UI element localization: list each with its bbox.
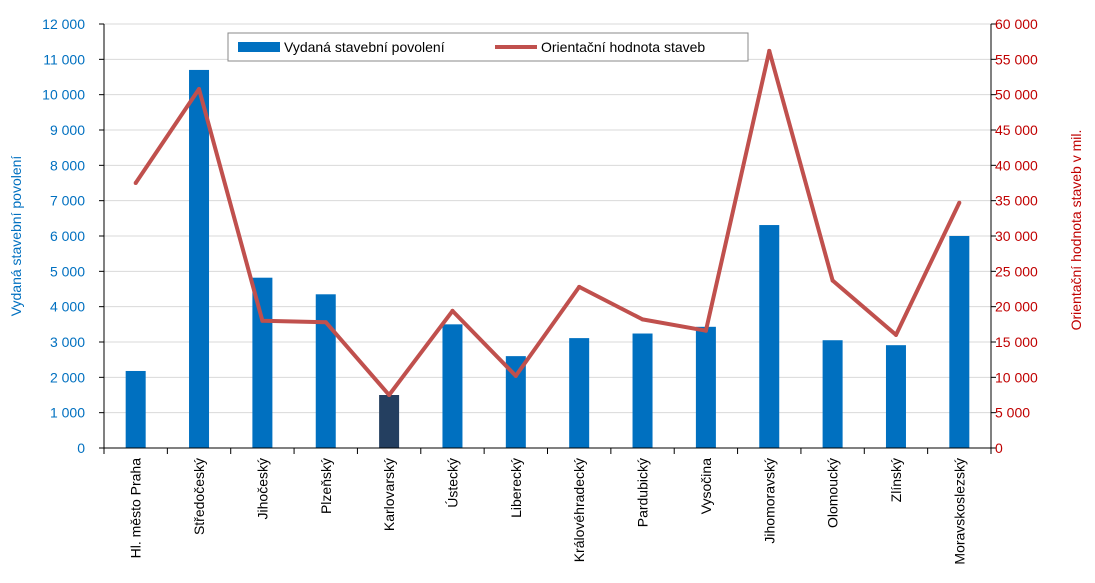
category-label: Hl. město Praha [128, 458, 144, 559]
bar [569, 338, 590, 448]
category-label: Vysočina [698, 458, 714, 515]
y-tick-label-right: 45 000 [995, 122, 1038, 138]
category-label: Karlovarský [381, 458, 397, 531]
line-point [450, 308, 455, 313]
y-tick-label-left: 10 000 [42, 87, 85, 103]
category-label: Olomoucký [825, 458, 841, 528]
y-tick-label-right: 0 [995, 440, 1003, 456]
y-tick-label-right: 35 000 [995, 193, 1038, 209]
bar [189, 69, 210, 448]
y-tick-label-right: 10 000 [995, 369, 1038, 385]
y-tick-label-right: 55 000 [995, 51, 1038, 67]
bar [949, 236, 970, 448]
y-tick-label-left: 9 000 [50, 122, 85, 138]
y-tick-label-right: 30 000 [995, 228, 1038, 244]
y-tick-label-left: 5 000 [50, 263, 85, 279]
line-series [133, 48, 962, 397]
line-point [893, 332, 898, 337]
bar [695, 326, 716, 448]
left-axis-ticks: 0 1 000 2 000 3 000 4 000 5 000 6 000 7 000 8 00… [42, 16, 85, 456]
series-line [134, 48, 962, 397]
category-label: Ústecký [444, 458, 460, 508]
line-point [767, 48, 772, 53]
category-label: Zlínský [888, 458, 904, 502]
y-tick-label-left: 0 [77, 440, 85, 456]
y-tick-label-right: 40 000 [995, 157, 1038, 173]
line-point [260, 318, 265, 323]
category-label: Moravskoslezský [951, 458, 967, 565]
y-tick-label-left: 7 000 [50, 193, 85, 209]
y-axis-title-left: Vydaná stavební povolení [8, 156, 24, 317]
bar [759, 225, 780, 448]
line-point [197, 87, 202, 92]
y-tick-label-left: 2 000 [50, 369, 85, 385]
y-tick-label-left: 8 000 [50, 157, 85, 173]
category-label: Jihočeský [254, 458, 270, 519]
y-tick-label-right: 60 000 [995, 16, 1038, 32]
line-point [323, 320, 328, 325]
bar [632, 333, 653, 448]
bar [125, 370, 146, 448]
line-point [387, 393, 392, 397]
y-tick-label-left: 12 000 [42, 16, 85, 32]
gridlines [104, 23, 991, 414]
bar [315, 294, 336, 448]
bar [505, 356, 526, 448]
y-axis-title-right: Orientační hodnota staveb v mil. [1068, 130, 1084, 331]
y-tick-label-left: 11 000 [43, 51, 85, 67]
bar-series [125, 69, 970, 448]
line-point [513, 373, 518, 378]
y-tick-label-right: 20 000 [995, 299, 1038, 315]
bar [252, 277, 273, 448]
right-axis-ticks: 0 5 000 10 000 15 000 20 000 25 000 30 000 35 0… [995, 16, 1038, 456]
y-tick-label-left: 6 000 [50, 228, 85, 244]
line-point [133, 181, 138, 185]
y-tick-label-right: 50 000 [995, 87, 1038, 103]
bar [442, 324, 463, 448]
line-point [830, 278, 835, 283]
bar [822, 340, 843, 448]
category-label: Plzeňský [318, 458, 334, 514]
legend-swatch-bar [238, 42, 280, 52]
y-tick-label-right: 5 000 [995, 405, 1030, 421]
y-tick-label-left: 4 000 [50, 299, 85, 315]
bar [885, 345, 906, 448]
category-labels: Hl. město Praha Středočeský Jihočeský Plzeň… [128, 458, 968, 565]
legend-label-line: Orientační hodnota staveb [541, 39, 705, 55]
axes [99, 23, 996, 454]
y-tick-label-right: 25 000 [995, 263, 1038, 279]
y-tick-label-right: 15 000 [995, 334, 1038, 350]
legend-box [227, 32, 749, 62]
line-point [577, 284, 582, 289]
category-label: Pardubický [635, 458, 651, 527]
line-point [957, 200, 962, 205]
category-label: Královéhradecký [571, 458, 587, 562]
bar [379, 395, 400, 448]
legend-label-bar: Vydaná stavební povolení [284, 39, 445, 55]
category-label: Středočeský [191, 458, 207, 535]
y-tick-label-left: 3 000 [50, 334, 85, 350]
line-point [640, 317, 645, 322]
y-tick-label-left: 1 000 [50, 405, 85, 421]
category-label: Liberecký [508, 458, 524, 518]
category-label: Jihomoravský [761, 458, 777, 544]
legend: Vydaná stavební povolení Orientační hodn… [227, 32, 749, 62]
line-point [703, 328, 708, 333]
